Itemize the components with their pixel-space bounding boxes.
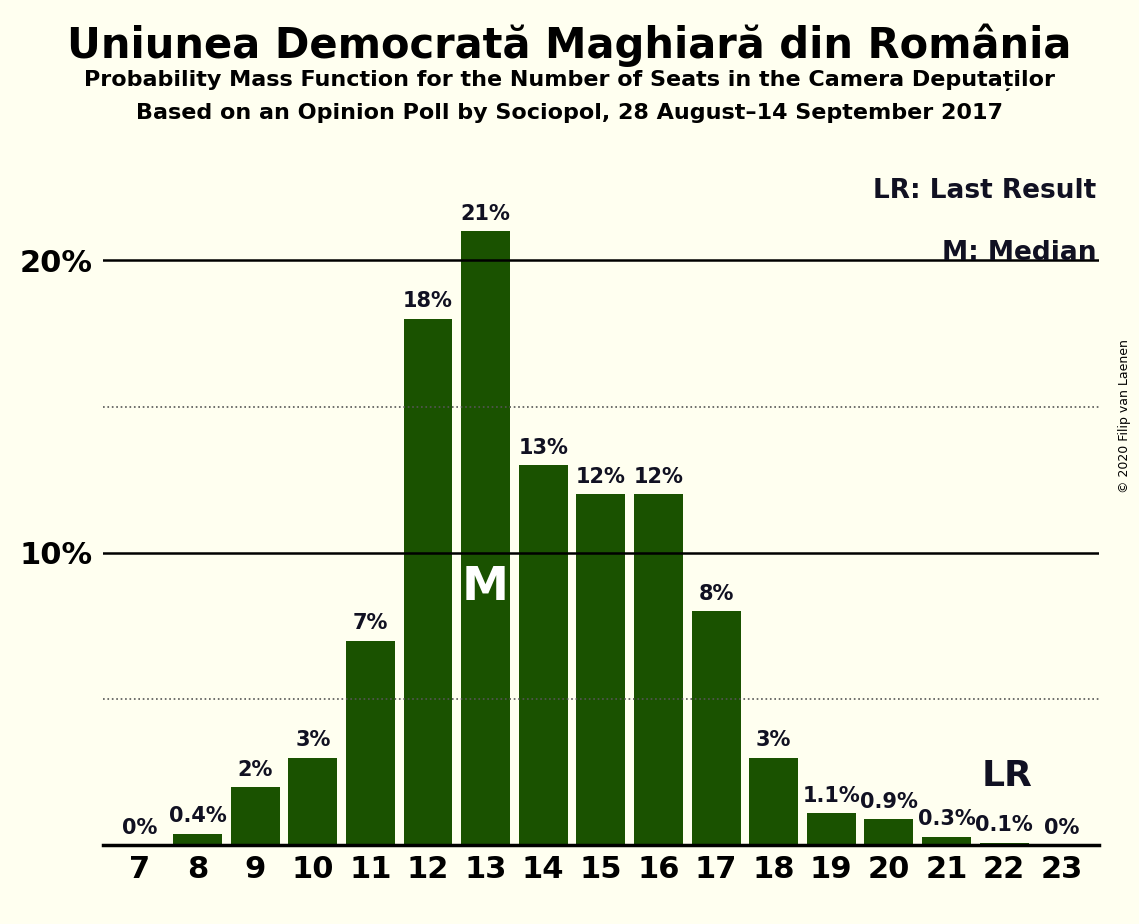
Text: 3%: 3% xyxy=(756,730,792,750)
Text: 0.1%: 0.1% xyxy=(975,815,1033,835)
Bar xyxy=(403,319,452,845)
Text: Uniunea Democrată Maghiară din România: Uniunea Democrată Maghiară din România xyxy=(67,23,1072,67)
Bar xyxy=(865,820,913,845)
Text: LR: LR xyxy=(982,759,1032,793)
Text: M: M xyxy=(462,565,509,610)
Text: 21%: 21% xyxy=(460,203,510,224)
Text: 8%: 8% xyxy=(698,584,734,604)
Text: 1.1%: 1.1% xyxy=(802,786,860,806)
Text: 0.3%: 0.3% xyxy=(918,809,975,830)
Text: 18%: 18% xyxy=(403,291,453,311)
Bar xyxy=(461,231,510,845)
Text: Based on an Opinion Poll by Sociopol, 28 August–14 September 2017: Based on an Opinion Poll by Sociopol, 28… xyxy=(136,103,1003,123)
Text: LR: Last Result: LR: Last Result xyxy=(872,178,1096,204)
Bar xyxy=(691,612,740,845)
Text: 3%: 3% xyxy=(295,730,330,750)
Bar xyxy=(231,787,280,845)
Text: 12%: 12% xyxy=(576,467,625,487)
Text: 7%: 7% xyxy=(353,614,388,633)
Text: 0%: 0% xyxy=(122,818,157,838)
Text: 12%: 12% xyxy=(633,467,683,487)
Bar xyxy=(518,465,567,845)
Text: Probability Mass Function for the Number of Seats in the Camera Deputaților: Probability Mass Function for the Number… xyxy=(84,70,1055,91)
Text: 13%: 13% xyxy=(518,438,568,457)
Text: © 2020 Filip van Laenen: © 2020 Filip van Laenen xyxy=(1118,339,1131,492)
Bar xyxy=(173,833,222,845)
Text: 0.9%: 0.9% xyxy=(860,792,918,812)
Bar xyxy=(921,837,970,845)
Bar xyxy=(806,813,855,845)
Bar xyxy=(288,758,337,845)
Bar xyxy=(576,494,625,845)
Text: 0%: 0% xyxy=(1044,818,1080,838)
Text: M: Median: M: Median xyxy=(942,240,1096,266)
Bar xyxy=(346,640,395,845)
Text: 2%: 2% xyxy=(238,760,273,780)
Text: 0.4%: 0.4% xyxy=(169,807,227,826)
Bar xyxy=(634,494,683,845)
Bar xyxy=(980,843,1029,845)
Bar xyxy=(749,758,798,845)
